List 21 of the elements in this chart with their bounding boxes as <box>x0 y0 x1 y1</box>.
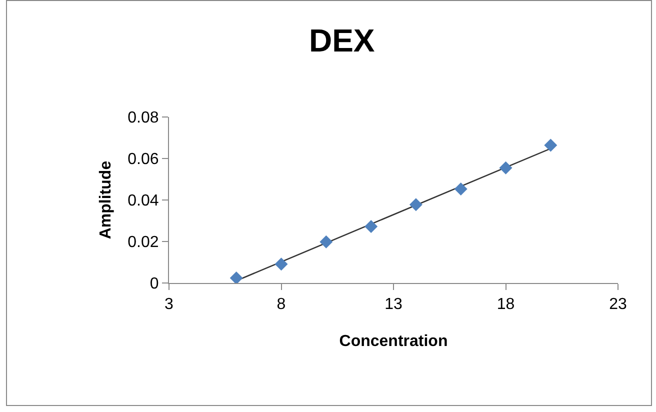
x-tick-label: 23 <box>609 296 627 314</box>
x-tick-label: 13 <box>384 296 402 314</box>
x-axis-title: Concentration <box>339 332 448 350</box>
point <box>320 235 333 248</box>
point <box>230 272 243 283</box>
point <box>274 258 288 271</box>
y-tick-label: 0.04 <box>128 192 159 210</box>
x-tick-label: 3 <box>164 296 174 314</box>
y-axis-title: Amplitude <box>98 160 115 240</box>
point <box>499 161 512 174</box>
y-tick-label: 0.08 <box>128 110 159 127</box>
x-tick-label: 8 <box>276 296 286 314</box>
y-tick-label: 0.06 <box>128 151 159 168</box>
y-tick-label: 0 <box>150 276 159 293</box>
chart-title: DEX <box>308 22 376 59</box>
point <box>364 220 378 234</box>
x-tick-label: 18 <box>496 296 515 314</box>
point <box>409 198 422 212</box>
point <box>454 182 468 196</box>
point <box>544 138 558 152</box>
y-tick-label: 0.02 <box>128 234 159 252</box>
